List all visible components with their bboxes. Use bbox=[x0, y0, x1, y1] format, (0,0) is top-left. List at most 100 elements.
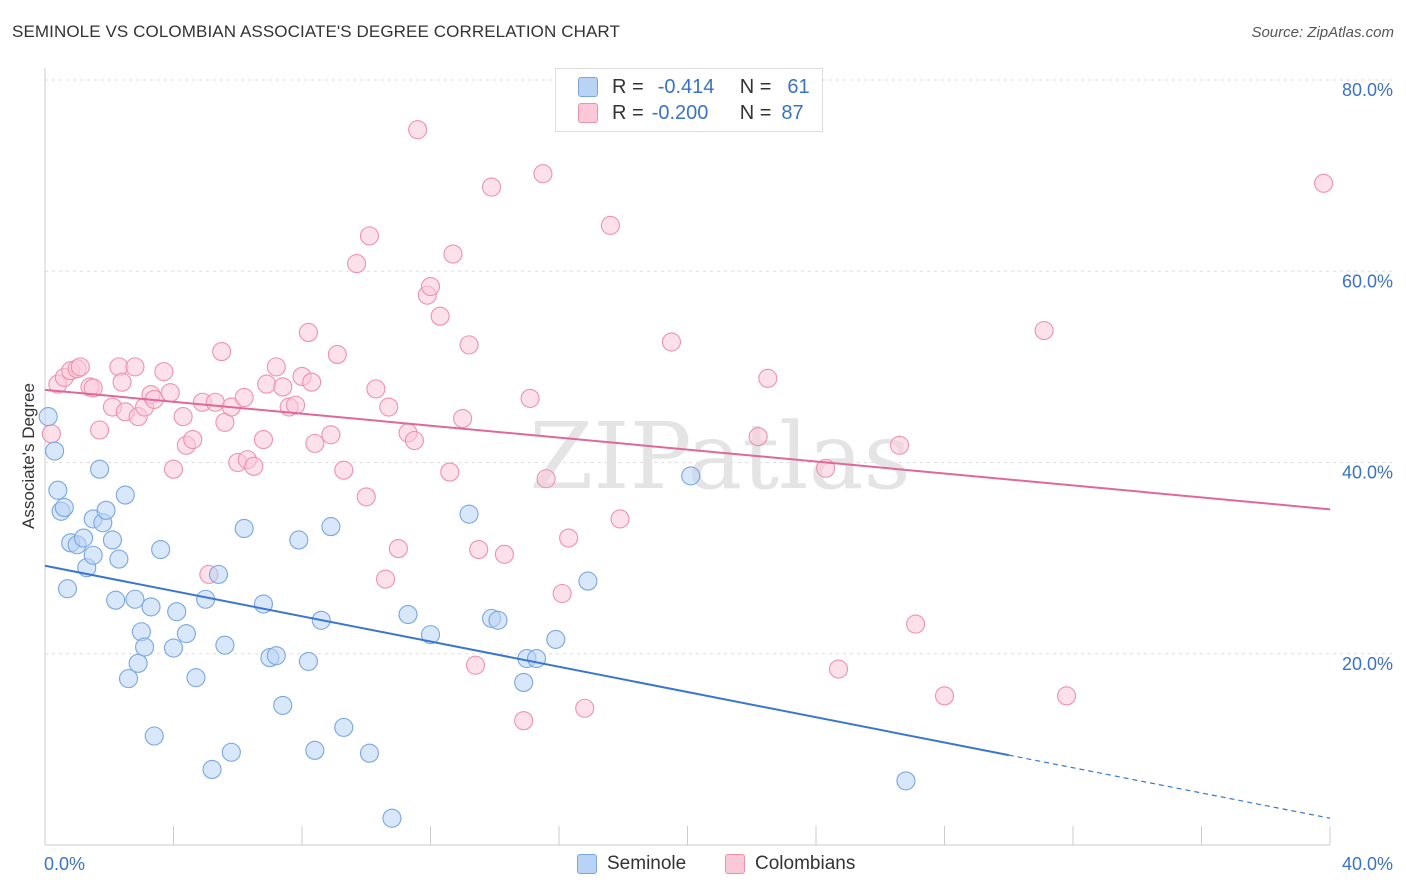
seminole-point bbox=[420, 625, 441, 645]
seminole-swatch bbox=[577, 854, 597, 874]
seminole-trend-line-extension bbox=[1008, 754, 1331, 819]
colombians-point bbox=[828, 659, 849, 679]
seminole-point bbox=[57, 579, 78, 599]
colombians-legend-label: Colombians bbox=[755, 853, 856, 874]
colombians-point bbox=[443, 244, 463, 264]
seminole-point bbox=[102, 530, 123, 550]
colombians-point bbox=[41, 424, 61, 444]
colombians-point bbox=[533, 164, 553, 184]
colombians-point bbox=[356, 487, 376, 507]
colombians-point bbox=[600, 215, 620, 235]
seminole-point bbox=[109, 549, 129, 569]
colombians-trend-line bbox=[44, 388, 1331, 511]
colombians-point bbox=[305, 433, 325, 453]
colombians-point bbox=[465, 655, 486, 675]
colombians-point bbox=[257, 374, 277, 394]
colombians-point bbox=[212, 342, 232, 362]
colombians-point bbox=[536, 469, 556, 489]
colombians-point bbox=[244, 456, 264, 476]
seminole-point bbox=[514, 672, 534, 692]
colombians-swatch bbox=[725, 854, 745, 874]
chart-title: SEMINOLE VS COLOMBIAN ASSOCIATE'S DEGREE… bbox=[12, 22, 620, 41]
y-tick-label: 60.0% bbox=[1342, 271, 1393, 291]
r-label: R = bbox=[612, 75, 644, 98]
colombians-point bbox=[481, 177, 502, 197]
seminole-point bbox=[151, 539, 171, 560]
colombians-point bbox=[253, 429, 274, 450]
colombians-point bbox=[321, 425, 341, 445]
seminole-point bbox=[234, 518, 254, 539]
y-axis-label: Associate's Degree bbox=[19, 383, 38, 529]
seminole-point bbox=[215, 635, 235, 655]
seminole-point bbox=[90, 459, 110, 479]
seminole-point bbox=[106, 590, 126, 610]
colombians-point bbox=[559, 528, 579, 548]
x-tick-label: 0.0% bbox=[44, 854, 85, 874]
colombians-point bbox=[327, 344, 347, 364]
seminole-point bbox=[115, 485, 135, 505]
colombians-point bbox=[70, 357, 90, 377]
colombians-point bbox=[154, 362, 174, 382]
x-tick-label: 40.0% bbox=[1342, 854, 1393, 874]
seminole-trend-line bbox=[44, 564, 1009, 757]
seminole-point bbox=[202, 759, 222, 780]
seminole-point bbox=[681, 466, 701, 486]
colombians-point bbox=[375, 569, 396, 589]
legend-row-seminole: R = -0.414 N = 61 bbox=[578, 75, 810, 99]
seminole-point bbox=[74, 528, 94, 548]
seminole-point bbox=[186, 668, 206, 688]
seminole-swatch bbox=[578, 77, 598, 97]
n-label: N = bbox=[739, 75, 772, 98]
seminole-point bbox=[96, 500, 116, 520]
seminole-point bbox=[359, 743, 380, 763]
grid-lines bbox=[45, 79, 1394, 655]
colombians-point bbox=[514, 711, 534, 731]
colombians-point bbox=[1314, 173, 1334, 193]
colombians-point bbox=[610, 509, 630, 529]
seminole-point bbox=[289, 530, 309, 550]
seminole-point bbox=[118, 669, 139, 689]
colombians-point bbox=[83, 378, 103, 398]
colombians-point bbox=[112, 372, 132, 392]
colombians-point bbox=[459, 335, 479, 355]
colombians-point bbox=[889, 435, 910, 455]
colombians-point bbox=[173, 407, 193, 427]
colombians-point bbox=[934, 686, 955, 706]
seminole-point bbox=[298, 651, 318, 671]
colombians-point bbox=[298, 322, 318, 343]
colombians-point bbox=[347, 254, 367, 274]
seminole-point bbox=[488, 610, 508, 630]
colombians-point bbox=[575, 698, 595, 718]
colombians-point bbox=[552, 583, 572, 604]
colombians-point bbox=[1057, 686, 1077, 706]
y-tick-labels: 20.0% 40.0% 60.0% 80.0% bbox=[1342, 80, 1393, 674]
seminole-point bbox=[45, 441, 65, 461]
seminole-point bbox=[48, 480, 68, 500]
colombians-point bbox=[334, 460, 354, 480]
seminole-point bbox=[273, 695, 293, 715]
colombians-r-value: -0.200 bbox=[651, 101, 709, 124]
seminole-point bbox=[546, 629, 566, 649]
colombians-point bbox=[379, 397, 399, 417]
colombians-point bbox=[758, 368, 778, 388]
seminole-point bbox=[128, 653, 148, 673]
colombians-point bbox=[163, 459, 184, 479]
seminole-point bbox=[321, 517, 341, 537]
colombians-n-value: 87 bbox=[781, 101, 804, 124]
colombians-point bbox=[440, 462, 460, 482]
seminole-point bbox=[83, 545, 103, 565]
seminole-point bbox=[398, 604, 418, 625]
colombians-point bbox=[494, 544, 514, 564]
colombians-point bbox=[520, 388, 540, 408]
seminole-point bbox=[135, 637, 155, 657]
colombians-point bbox=[1034, 320, 1054, 341]
colombians-point bbox=[234, 387, 254, 408]
seminole-point bbox=[334, 717, 354, 737]
colombians-point bbox=[420, 276, 441, 297]
trend-lines bbox=[44, 388, 1331, 819]
colombians-point bbox=[453, 408, 473, 429]
seminole-point bbox=[144, 726, 164, 746]
seminole-point bbox=[305, 740, 325, 760]
seminole-r-value: -0.414 bbox=[657, 75, 715, 98]
